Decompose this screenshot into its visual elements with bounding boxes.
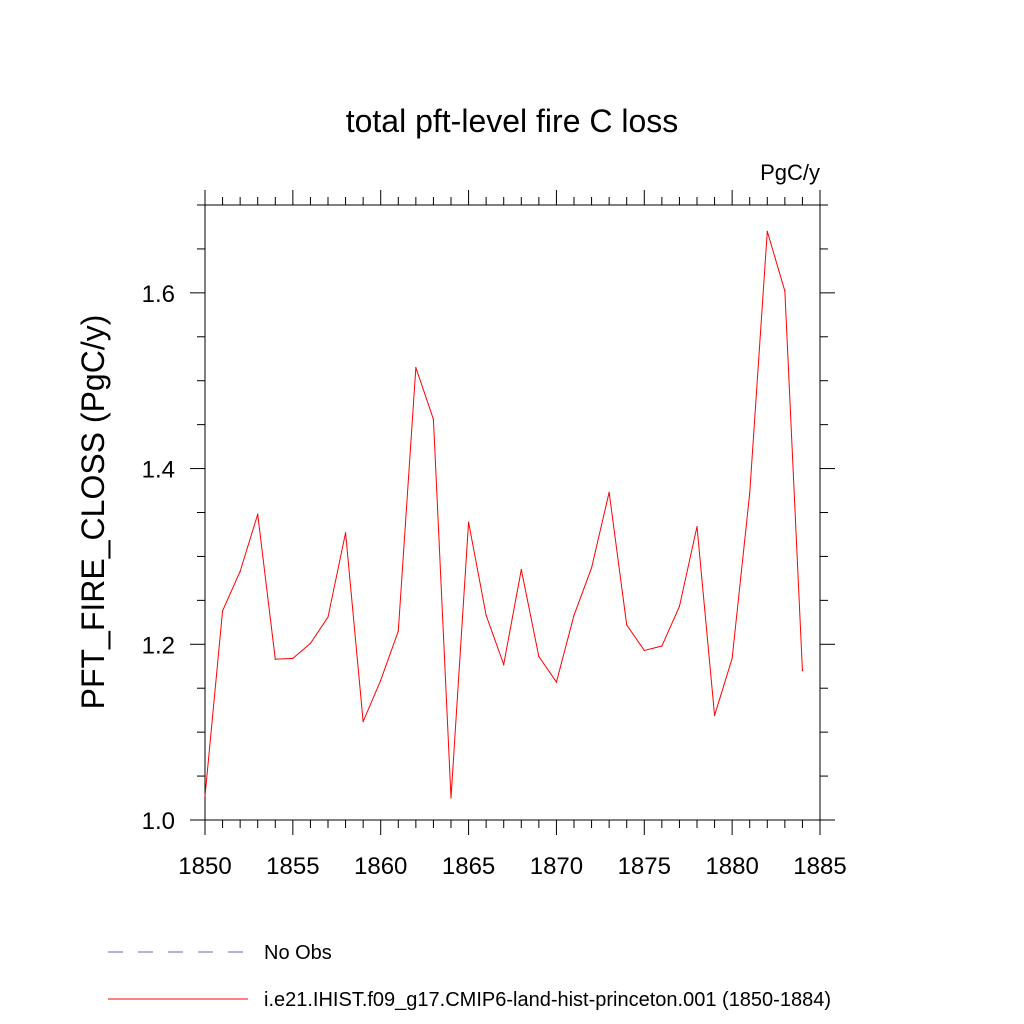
plot-frame [204,204,821,821]
legend-label: i.e21.IHIST.f09_g17.CMIP6-land-hist-prin… [264,989,831,1011]
data-point [292,657,294,659]
x-tick-label: 1860 [354,853,407,880]
tick-labels: 1850 1855 1860 1865 1870 1875 1880 1885 1.0 1.2 1.… [142,281,847,880]
data-point [555,681,558,683]
data-point [713,714,716,717]
data-point [204,795,206,797]
chart-title: total pft-level fire C loss [346,103,679,139]
data-point [749,492,751,494]
x-tick-label: 1855 [266,853,319,880]
y-axis-label: PFT_FIRE_CLOSS (PgC/y) [75,315,111,710]
data-point [432,418,435,420]
data-point [467,521,470,523]
data-point [590,567,593,569]
axis-ticks [190,190,835,835]
data-point [573,614,575,616]
data-point [221,610,224,612]
data-point [344,532,347,534]
data-point [274,658,276,660]
x-tick-label: 1850 [178,853,231,880]
data-point [239,570,241,572]
y-tick-label: 1.0 [142,808,175,835]
data-point [520,569,522,571]
y-tick-label: 1.4 [142,457,175,484]
data-point [450,797,452,799]
series-lines [204,230,804,799]
data-point [643,649,645,652]
data-point [362,721,364,723]
data-point [784,290,786,292]
data-point [415,366,417,369]
units-label: PgC/y [760,160,820,185]
data-point [626,624,628,626]
data-point [608,491,610,493]
data-point [801,670,804,672]
data-point [327,616,329,618]
data-point [503,663,505,666]
data-point [678,605,681,608]
data-point [485,614,487,616]
data-point [309,642,312,645]
data-point [257,513,259,515]
series-line [204,231,803,799]
y-tick-label: 1.6 [142,281,175,308]
legend-label: No Obs [264,942,332,964]
data-point [397,630,399,632]
data-point [766,230,768,232]
data-point [380,679,382,681]
x-tick-label: 1870 [530,853,583,880]
data-point [661,645,663,647]
data-point [731,657,733,659]
data-point [538,655,540,658]
legend: No Obs i.e21.IHIST.f09_g17.CMIP6-land-his… [108,942,831,1011]
x-tick-label: 1885 [793,853,846,880]
data-point [696,525,698,528]
x-tick-label: 1880 [705,853,758,880]
y-tick-label: 1.2 [142,632,175,659]
x-tick-label: 1865 [442,853,495,880]
x-tick-label: 1875 [618,853,671,880]
